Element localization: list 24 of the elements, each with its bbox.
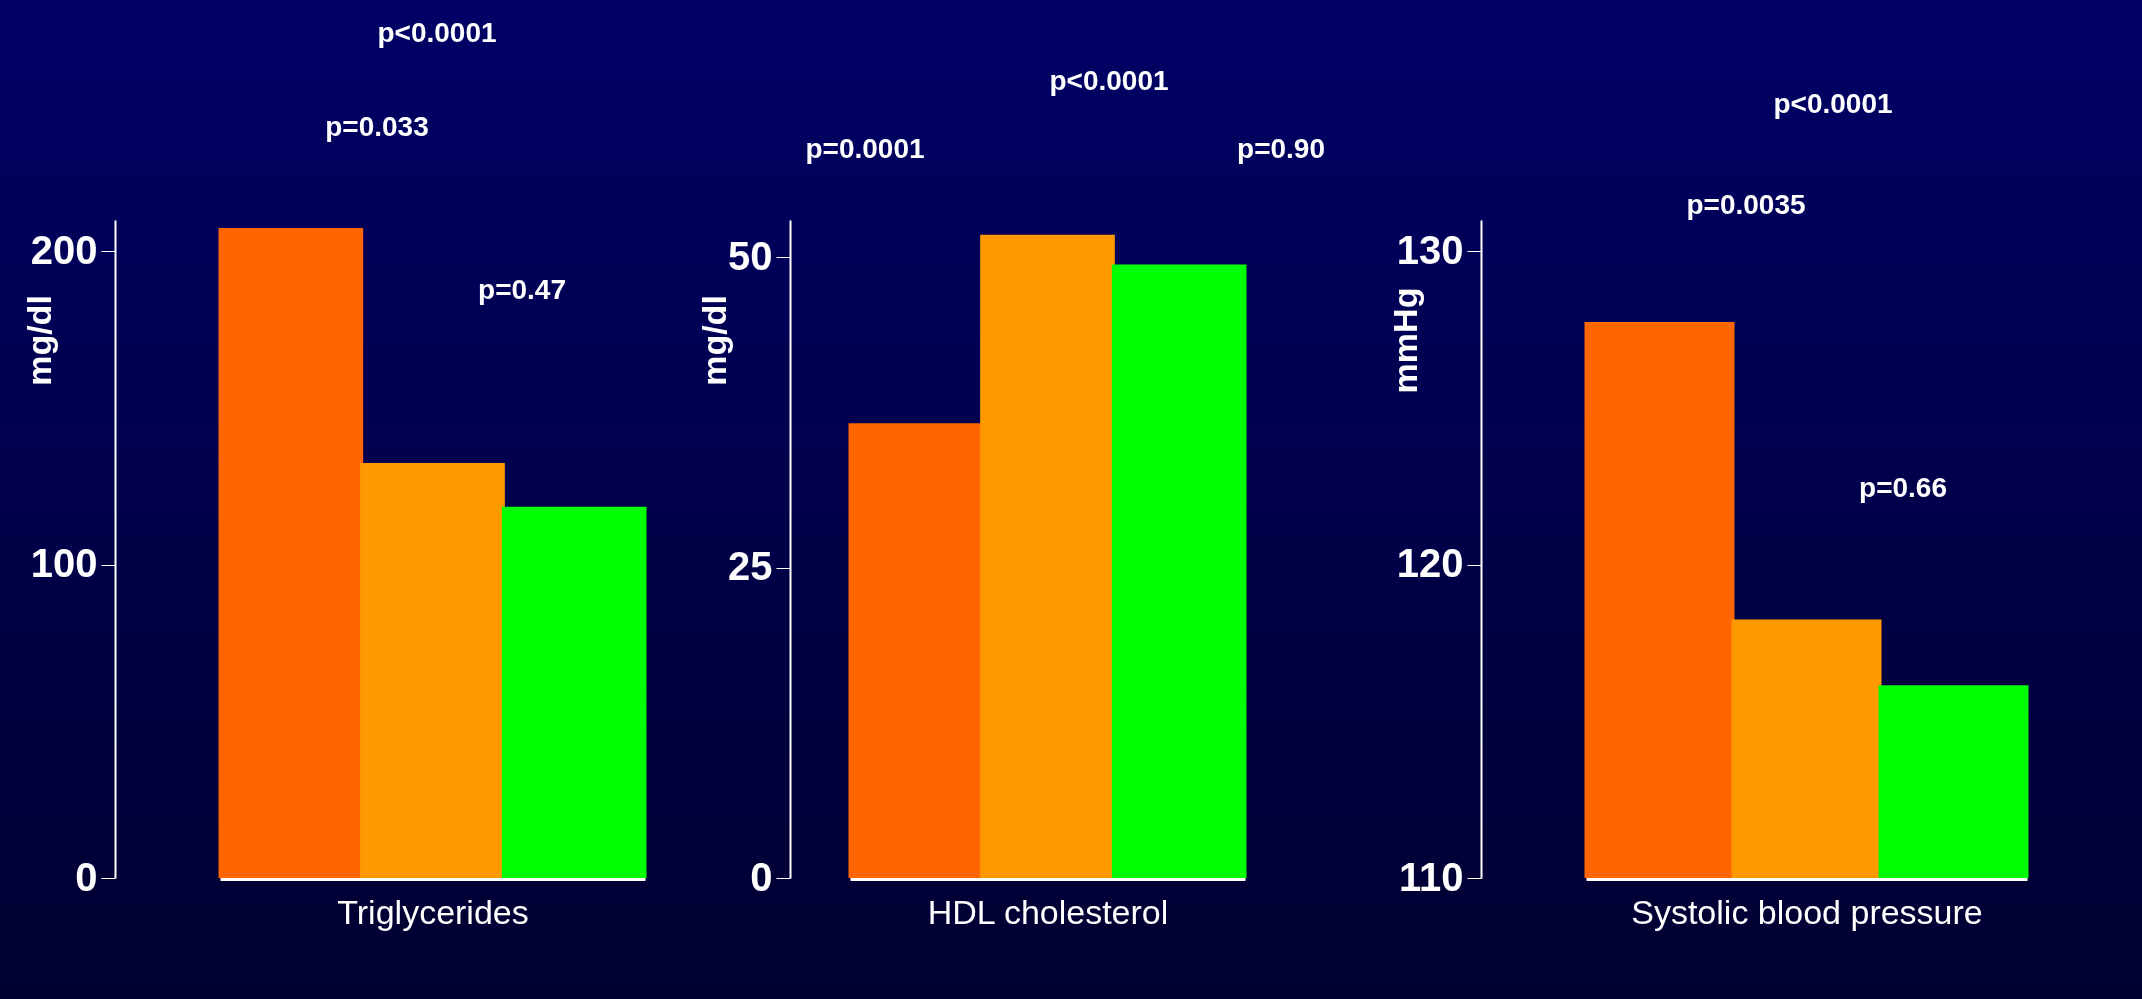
y-tick-label: 130 xyxy=(1396,227,1464,272)
y-tick-label: 120 xyxy=(1396,541,1464,586)
x-axis-title: Systolic blood pressure xyxy=(1631,892,1983,931)
text: p=0.90 xyxy=(1237,133,1325,164)
y-tick-label: 100 xyxy=(30,541,98,586)
y-axis-title: mg/dl xyxy=(694,295,733,386)
x-axis-title: HDL cholesterol xyxy=(927,892,1169,931)
y-tick-label: 0 xyxy=(75,854,98,899)
text: p=0.0001 xyxy=(805,133,925,164)
text: p<0.0001 xyxy=(1049,65,1169,96)
text: p=0.033 xyxy=(325,111,429,142)
y-axis-title: mmHg xyxy=(1385,287,1424,394)
y-tick-label: 0 xyxy=(750,854,773,899)
text: p=0.0035 xyxy=(1686,189,1806,220)
y-tick-label: 200 xyxy=(30,227,98,272)
y-axis-title: mg/dl xyxy=(19,295,58,386)
annotation: p=0.66 xyxy=(1859,472,1947,503)
y-tick-label: 25 xyxy=(728,544,773,589)
annotation: p=0.47 xyxy=(478,274,566,305)
text: p<0.0001 xyxy=(1773,88,1893,119)
x-axis-title: Triglycerides xyxy=(337,892,529,931)
y-tick-label: 110 xyxy=(1398,854,1464,899)
text: p<0.0001 xyxy=(377,17,497,48)
y-tick-label: 50 xyxy=(728,233,773,278)
